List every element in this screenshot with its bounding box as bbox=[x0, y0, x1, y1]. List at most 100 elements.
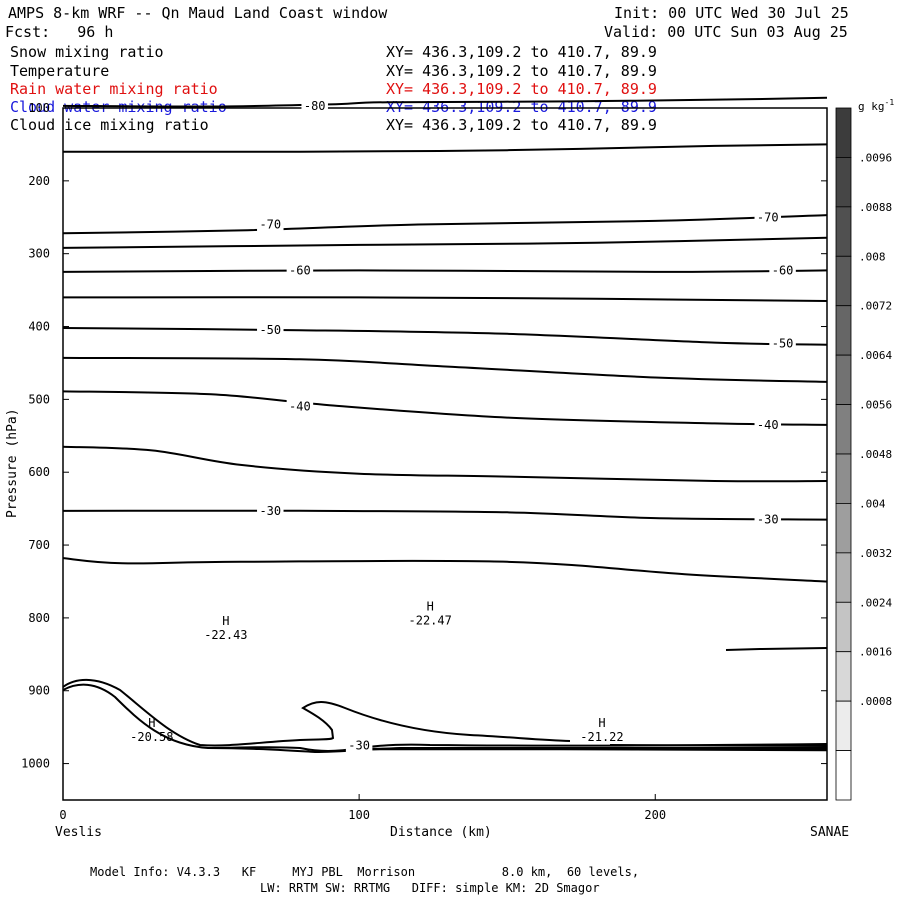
contour-label: -80 bbox=[304, 99, 326, 113]
isotherm-line bbox=[62, 269, 828, 273]
isotherm-line bbox=[62, 214, 828, 235]
init-time: Init: 00 UTC Wed 30 Jul 25 bbox=[614, 4, 849, 22]
forecast-hour: Fcst: 96 h bbox=[5, 23, 114, 41]
contour-label-bg bbox=[301, 98, 328, 113]
contour-label-bg bbox=[257, 503, 284, 518]
legend-name-snow: Snow mixing ratio bbox=[10, 43, 164, 61]
colorbar-tick-label: .0048 bbox=[859, 448, 892, 461]
colorbar-swatch bbox=[835, 453, 852, 504]
high-value: -22.47 bbox=[409, 614, 452, 628]
colorbar-tick-label: .0072 bbox=[859, 300, 892, 313]
legend-xy-temperature: XY= 436.3,109.2 to 410.7, 89.9 bbox=[386, 62, 657, 80]
colorbar-swatch bbox=[835, 503, 852, 554]
y-tick-label: 1000 bbox=[21, 757, 50, 771]
isotherm-line bbox=[62, 236, 828, 249]
contour-label-bg bbox=[257, 323, 284, 338]
colorbar-tick-label: .004 bbox=[859, 497, 886, 510]
contour-label-bg bbox=[769, 336, 796, 351]
contour-label-bg bbox=[257, 217, 284, 232]
isotherm-line bbox=[62, 390, 828, 426]
colorbar-swatch bbox=[835, 651, 852, 702]
high-value: -21.22 bbox=[580, 730, 623, 744]
y-axis-title: Pressure (hPa) bbox=[5, 408, 20, 518]
contour-label: -70 bbox=[259, 218, 281, 232]
colorbar-swatch bbox=[835, 404, 852, 455]
y-tick-label: 700 bbox=[28, 538, 50, 552]
chart-title: AMPS 8-km WRF -- Qn Maud Land Coast wind… bbox=[8, 4, 388, 22]
y-tick-label: 900 bbox=[28, 684, 50, 698]
colorbar-swatch bbox=[835, 157, 852, 208]
legend-xy-cloud-water: XY= 436.3,109.2 to 410.7, 89.9 bbox=[386, 98, 657, 116]
colorbar-tick-label: .0008 bbox=[859, 695, 892, 708]
isotherm-line bbox=[62, 326, 828, 346]
legend-name-rain: Rain water mixing ratio bbox=[10, 80, 218, 98]
colorbar-tick-label: .0064 bbox=[859, 349, 892, 362]
high-value: -20.58 bbox=[130, 730, 173, 744]
contour-label-bg bbox=[286, 263, 314, 278]
contour-label-bg bbox=[286, 399, 314, 414]
x-axis-title: Distance (km) bbox=[390, 825, 492, 840]
colorbar-swatch bbox=[835, 305, 852, 356]
isotherm-line bbox=[62, 143, 828, 153]
x-tick-label: 0 bbox=[59, 808, 66, 822]
colorbar-swatch bbox=[835, 107, 852, 158]
y-tick-label: 600 bbox=[28, 465, 50, 479]
surface-contour-b bbox=[369, 747, 828, 752]
model-info-line2: LW: RRTM SW: RRTMG DIFF: simple KM: 2D S… bbox=[260, 881, 600, 895]
contour-label: -40 bbox=[289, 400, 311, 414]
high-marker: H bbox=[148, 716, 155, 730]
contour-label-bg bbox=[345, 738, 373, 753]
contour-label-bg bbox=[754, 417, 782, 432]
contour-label: -50 bbox=[259, 323, 281, 337]
colorbar-tick-label: .0056 bbox=[859, 399, 892, 412]
isotherm-line bbox=[62, 296, 828, 302]
model-info-line1: Model Info: V4.3.3 KF MYJ PBL Morrison 8… bbox=[90, 865, 640, 879]
low-level-contour-outer bbox=[62, 678, 571, 747]
isotherm-line bbox=[62, 509, 828, 521]
colorbar-swatch bbox=[835, 700, 852, 751]
y-tick-label: 300 bbox=[28, 247, 50, 261]
contour-label: -30 bbox=[757, 513, 779, 527]
isotherm-line bbox=[62, 96, 828, 108]
isotherm-line bbox=[62, 445, 828, 483]
x-start-label: Veslis bbox=[55, 825, 102, 840]
legend-name-temperature: Temperature bbox=[10, 62, 110, 80]
colorbar-swatch bbox=[835, 750, 852, 801]
valid-time: Valid: 00 UTC Sun 03 Aug 25 bbox=[604, 23, 848, 41]
surface-contour-c bbox=[609, 744, 828, 747]
colorbar-swatch bbox=[835, 601, 852, 653]
right-edge-contour bbox=[725, 647, 828, 651]
contour-label: -30 bbox=[259, 504, 281, 518]
isotherm-line bbox=[62, 356, 828, 383]
legend-xy-snow: XY= 436.3,109.2 to 410.7, 89.9 bbox=[386, 43, 657, 61]
high-value: -22.43 bbox=[204, 628, 247, 642]
colorbar-swatch bbox=[835, 255, 852, 307]
x-end-label: SANAE bbox=[810, 825, 850, 840]
colorbar-tick-label: .0016 bbox=[859, 646, 892, 659]
y-tick-label: 500 bbox=[28, 392, 50, 406]
surface-contours bbox=[62, 647, 828, 754]
colorbar-tick-label: .0032 bbox=[859, 547, 892, 560]
legend-name-cloud-ice: Cloud ice mixing ratio bbox=[10, 116, 209, 134]
isotherm-line bbox=[62, 557, 828, 583]
y-tick-label: 800 bbox=[28, 611, 50, 625]
colorbar-tick-label: .0088 bbox=[859, 201, 892, 214]
colorbar-unit: g kg-1 bbox=[858, 98, 894, 113]
colorbar-swatch bbox=[835, 354, 852, 405]
high-marker: H bbox=[598, 716, 605, 730]
y-tick-label: 400 bbox=[28, 320, 50, 334]
x-tick-label: 100 bbox=[348, 808, 370, 822]
y-tick-label: 200 bbox=[28, 174, 50, 188]
plot-frame bbox=[62, 107, 828, 801]
legend-xy-cloud-ice: XY= 436.3,109.2 to 410.7, 89.9 bbox=[386, 116, 657, 134]
isotherm-contours bbox=[62, 96, 828, 583]
colorbar-tick-label: .0096 bbox=[859, 151, 892, 164]
colorbar-tick-label: .008 bbox=[859, 250, 886, 263]
contour-label-bg bbox=[769, 263, 796, 278]
contour-label: -70 bbox=[757, 210, 779, 224]
contour-label-bg bbox=[754, 210, 782, 225]
contour-label: -40 bbox=[757, 418, 779, 432]
contour-label-bg bbox=[754, 512, 782, 527]
colorbar-swatch bbox=[835, 206, 852, 257]
